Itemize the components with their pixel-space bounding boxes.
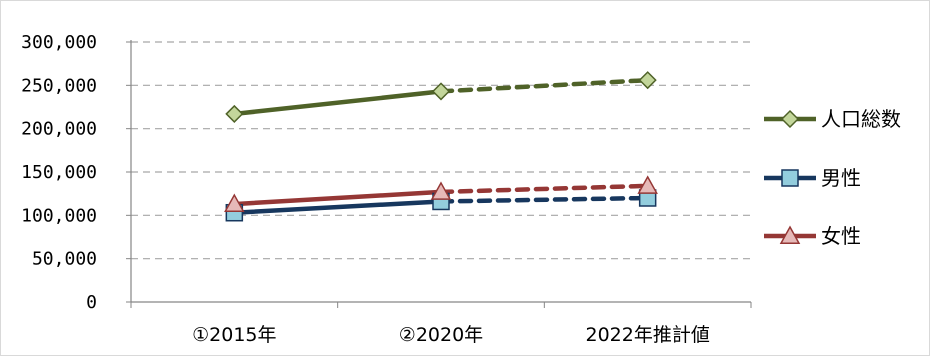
y-tick-label: 150,000 xyxy=(21,162,97,183)
legend-marker xyxy=(779,225,801,244)
legend-marker xyxy=(781,169,799,187)
x-axis-ticks: ①2015年 ②2020年 2022年推計値 xyxy=(130,302,752,346)
y-tick-label: 250,000 xyxy=(21,75,97,96)
x-tick-label: ②2020年 xyxy=(399,324,483,346)
x-tick-label: 2022年推計値 xyxy=(585,324,709,346)
series-line-segment xyxy=(232,199,444,215)
series-line-segment xyxy=(438,183,650,195)
legend-label: 人口総数 xyxy=(821,107,901,131)
series-line-segment xyxy=(232,189,444,207)
data-point-marker xyxy=(638,71,657,90)
data-point-marker xyxy=(431,82,451,101)
series-lines xyxy=(232,77,650,215)
series-line-segment xyxy=(438,195,650,204)
y-axis-ticks: 0 50,000 100,000 150,000 200,000 250,000 300,0… xyxy=(21,32,131,313)
y-tick-label: 50,000 xyxy=(32,249,97,270)
series-markers xyxy=(224,71,658,222)
gridlines xyxy=(131,41,751,260)
y-tick-label: 200,000 xyxy=(21,119,97,140)
legend-marker xyxy=(780,109,800,129)
data-point-marker xyxy=(225,104,244,123)
y-tick-label: 100,000 xyxy=(21,205,97,226)
series-line-segment xyxy=(232,89,444,117)
legend-label: 男性 xyxy=(821,166,861,190)
y-tick-label: 300,000 xyxy=(21,32,97,53)
x-tick-label: ①2015年 xyxy=(192,324,276,346)
data-point-marker xyxy=(637,175,658,194)
series-line-segment xyxy=(438,77,650,94)
axes xyxy=(130,40,751,303)
data-point-marker xyxy=(430,181,452,200)
y-tick-label: 0 xyxy=(86,292,97,313)
data-point-marker xyxy=(224,193,245,213)
legend-label: 女性 xyxy=(821,224,861,248)
